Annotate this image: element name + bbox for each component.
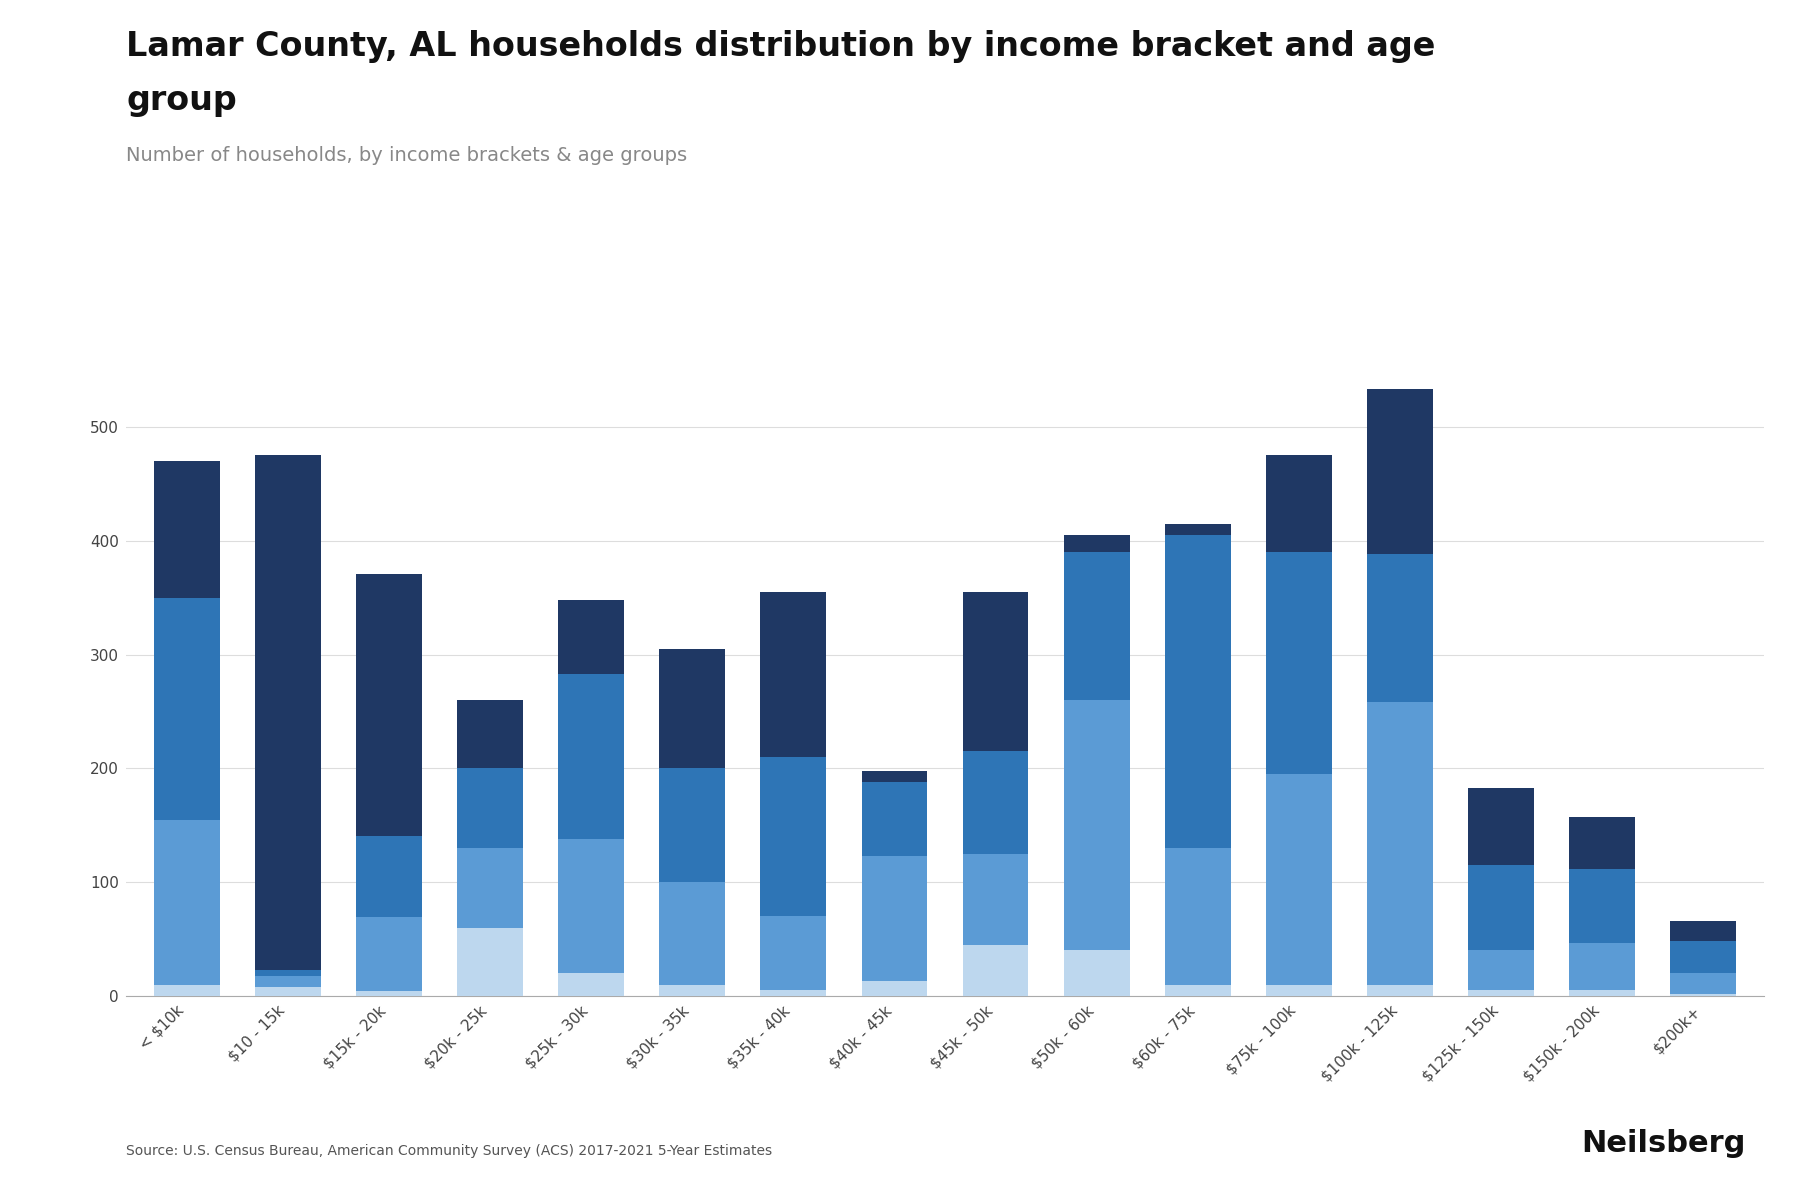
Bar — [1368, 702, 1433, 985]
Bar — [1064, 950, 1130, 996]
Bar — [153, 985, 220, 996]
Bar — [963, 944, 1028, 996]
Bar — [760, 990, 826, 996]
Bar — [1265, 774, 1332, 985]
Bar — [457, 768, 522, 848]
Bar — [1469, 990, 1534, 996]
Bar — [1670, 920, 1737, 941]
Bar — [256, 456, 320, 970]
Bar — [659, 649, 725, 768]
Bar — [1570, 990, 1634, 996]
Text: Neilsberg: Neilsberg — [1582, 1129, 1746, 1158]
Bar — [659, 985, 725, 996]
Bar — [1265, 985, 1332, 996]
Bar — [1165, 523, 1231, 535]
Bar — [1165, 848, 1231, 985]
Bar — [862, 770, 927, 782]
Bar — [1469, 865, 1534, 950]
Bar — [558, 973, 625, 996]
Bar — [1570, 942, 1634, 990]
Bar — [1064, 700, 1130, 950]
Bar — [1368, 390, 1433, 554]
Bar — [963, 592, 1028, 751]
Bar — [558, 839, 625, 973]
Bar — [256, 970, 320, 976]
Bar — [963, 751, 1028, 853]
Bar — [1670, 994, 1737, 996]
Bar — [356, 991, 421, 996]
Bar — [153, 820, 220, 985]
Bar — [1670, 941, 1737, 973]
Bar — [1570, 817, 1634, 869]
Bar — [1064, 552, 1130, 700]
Bar — [457, 928, 522, 996]
Bar — [1265, 456, 1332, 552]
Bar — [558, 674, 625, 839]
Bar — [256, 976, 320, 986]
Text: Number of households, by income brackets & age groups: Number of households, by income brackets… — [126, 146, 688, 166]
Bar — [457, 848, 522, 928]
Bar — [457, 700, 522, 768]
Bar — [862, 856, 927, 982]
Bar — [356, 835, 421, 918]
Bar — [153, 461, 220, 598]
Text: group: group — [126, 84, 238, 116]
Bar — [558, 600, 625, 674]
Bar — [760, 917, 826, 990]
Bar — [659, 768, 725, 882]
Bar — [1064, 535, 1130, 552]
Bar — [1570, 869, 1634, 942]
Bar — [1670, 973, 1737, 994]
Bar — [659, 882, 725, 985]
Bar — [153, 598, 220, 820]
Bar — [356, 574, 421, 835]
Bar — [1265, 552, 1332, 774]
Bar — [862, 782, 927, 856]
Text: Source: U.S. Census Bureau, American Community Survey (ACS) 2017-2021 5-Year Est: Source: U.S. Census Bureau, American Com… — [126, 1144, 772, 1158]
Text: Lamar County, AL households distribution by income bracket and age: Lamar County, AL households distribution… — [126, 30, 1435, 62]
Bar — [760, 757, 826, 917]
Bar — [1165, 985, 1231, 996]
Bar — [760, 592, 826, 757]
Bar — [1165, 535, 1231, 848]
Bar — [1368, 554, 1433, 702]
Bar — [1368, 985, 1433, 996]
Bar — [256, 986, 320, 996]
Bar — [963, 853, 1028, 944]
Bar — [356, 918, 421, 991]
Bar — [1469, 787, 1534, 865]
Bar — [862, 982, 927, 996]
Bar — [1469, 950, 1534, 990]
